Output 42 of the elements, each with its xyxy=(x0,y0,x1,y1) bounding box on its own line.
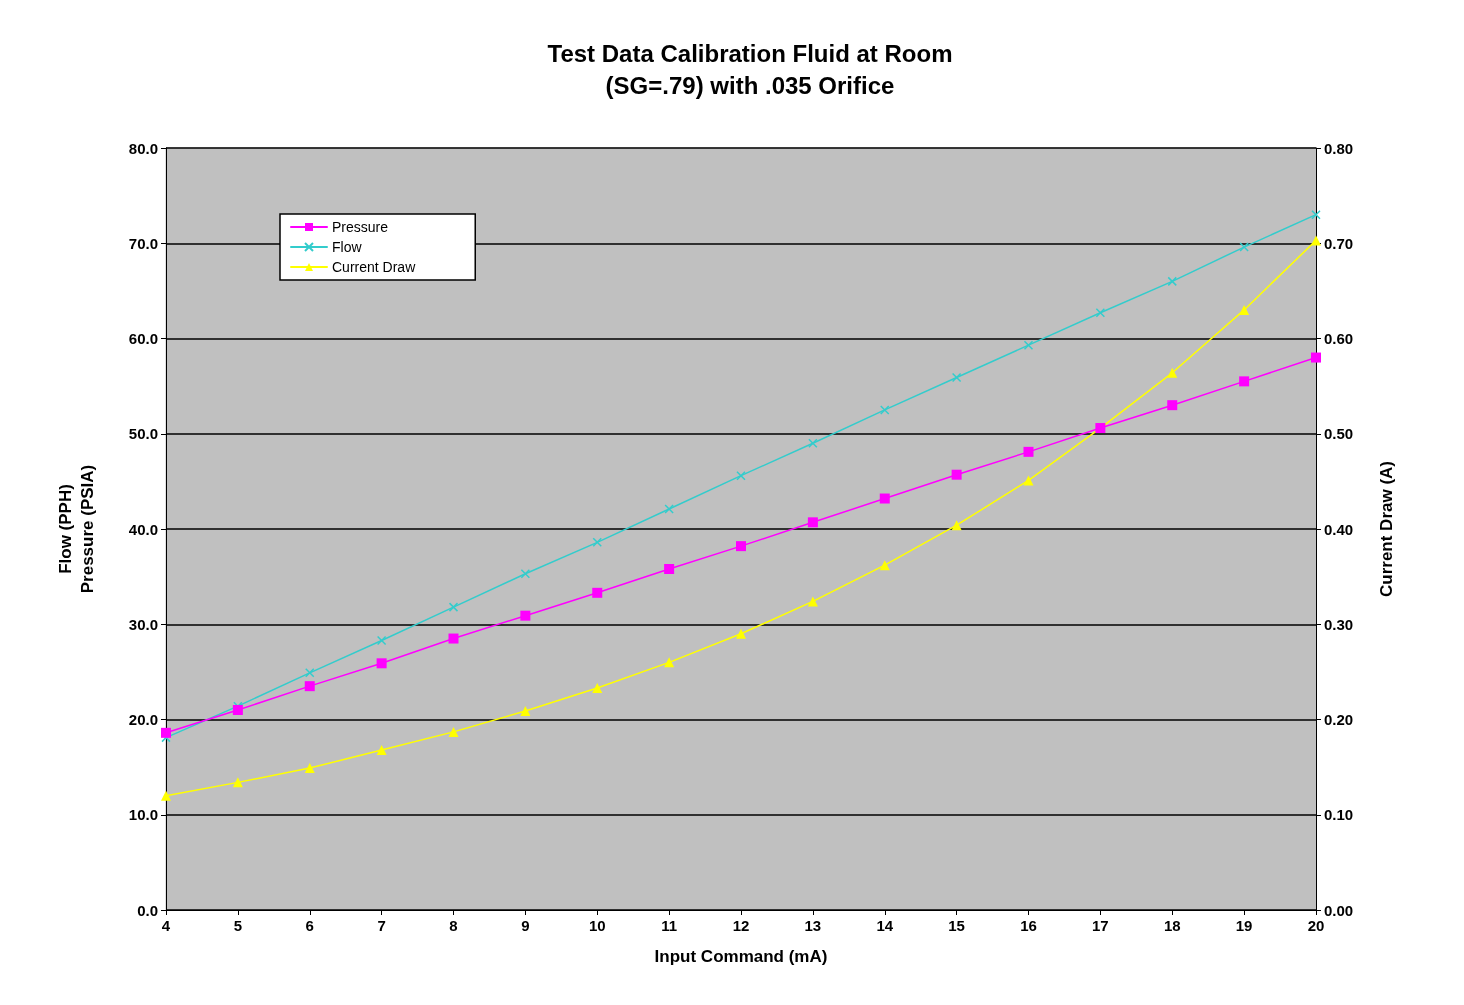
x-tick-label: 17 xyxy=(1092,917,1109,934)
x-tick-label: 9 xyxy=(521,917,530,934)
y-tick-label: 20.0 xyxy=(128,711,158,728)
x-tick-label: 7 xyxy=(377,917,386,934)
x-tick-label: 5 xyxy=(233,917,243,934)
y-tick-label: 10.0 xyxy=(128,806,158,824)
x-tick-label: 8 xyxy=(449,917,458,934)
y-tick-label: 50.0 xyxy=(128,425,158,443)
x-tick-label: 12 xyxy=(732,917,750,934)
x-tick-label: 19 xyxy=(1235,917,1253,934)
x-tick-label: 18 xyxy=(1163,917,1181,934)
y-tick-label: 70.0 xyxy=(128,234,158,252)
legend-label: Pressure xyxy=(332,219,389,235)
y-tick-label: 40.0 xyxy=(128,520,158,538)
x-tick-label: 11 xyxy=(661,917,678,934)
y-tick-label: 0.0 xyxy=(137,901,158,919)
x-tick-label: 15 xyxy=(948,917,965,934)
y2-tick-label: 0.50 xyxy=(1324,425,1354,443)
x-tick-label: 13 xyxy=(804,917,822,934)
y-tick-label: 30.0 xyxy=(128,615,158,633)
legend-label: Current Draw xyxy=(332,259,417,275)
y2-tick-label: 0.80 xyxy=(1324,139,1354,157)
x-tick-label: 6 xyxy=(305,917,314,934)
y2-tick-label: 0.20 xyxy=(1324,711,1354,728)
chart-title: Test Data Calibration Fluid at Room (SG=.79) with .035 Orifice xyxy=(547,39,953,99)
y2-tick-label: 0.30 xyxy=(1324,615,1354,633)
y2-tick-label: 0.70 xyxy=(1324,234,1354,252)
y-tick-label: 60.0 xyxy=(128,330,158,347)
x-tick-label: 4 xyxy=(161,917,171,934)
y2-axis-title: Current Draw (A) xyxy=(1377,460,1396,598)
x-tick-label: 10 xyxy=(588,917,606,934)
y2-tick-label: 0.60 xyxy=(1324,330,1354,347)
y2-tick-label: 0.40 xyxy=(1324,520,1354,538)
y2-tick-label: 0.00 xyxy=(1324,901,1354,919)
x-axis-title: Input Command (mA) xyxy=(654,947,828,966)
x-tick-label: 14 xyxy=(876,917,894,934)
x-tick-label: 20 xyxy=(1307,917,1325,934)
y2-tick-label: 0.10 xyxy=(1324,806,1354,824)
y-tick-label: 80.0 xyxy=(128,139,158,157)
y-axis-title: Flow (PPH) Pressure (PSIA) xyxy=(55,464,97,594)
x-tick-label: 16 xyxy=(1020,917,1037,934)
legend-label: Flow xyxy=(332,239,363,255)
